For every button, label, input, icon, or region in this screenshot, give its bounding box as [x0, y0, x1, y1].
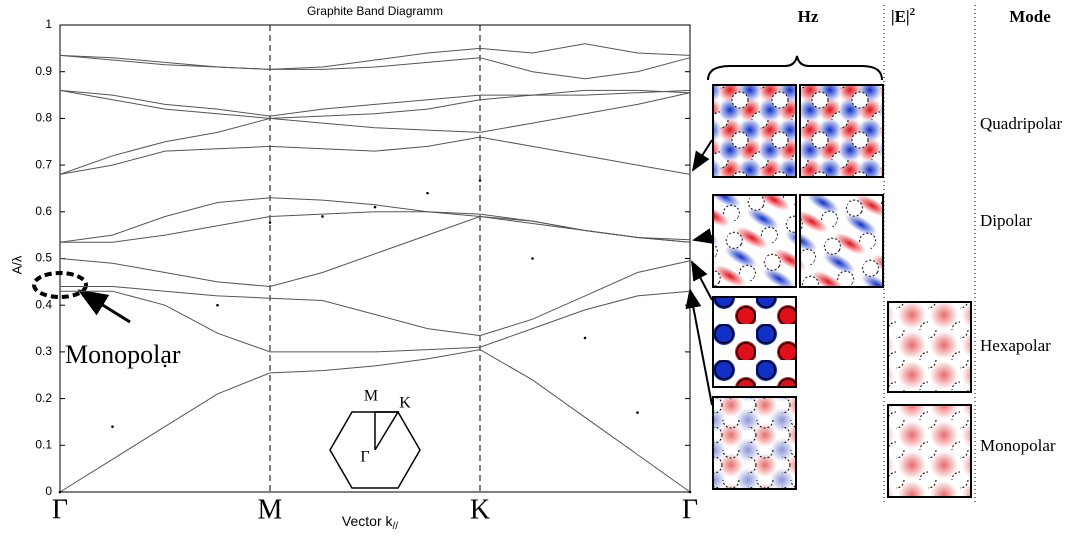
- highlight-ellipse: [32, 271, 88, 299]
- field-image: [712, 84, 797, 178]
- y-tick-label: 0.5: [35, 251, 52, 265]
- x-axis-label: Vector k//: [342, 513, 398, 532]
- field-image: [712, 296, 797, 388]
- inset-label: K: [399, 395, 411, 412]
- x-axis-label-sub: //: [393, 521, 399, 532]
- column-header: Hz: [798, 7, 819, 26]
- light-line-dot: [216, 303, 219, 307]
- light-line-dot: [583, 336, 587, 340]
- band-line: [59, 136, 691, 175]
- light-line-dot: [58, 490, 62, 494]
- band-line: [59, 89, 691, 119]
- y-tick-label: 0.2: [35, 391, 52, 405]
- y-tick-label: 0: [45, 484, 52, 498]
- band-line: [59, 92, 691, 175]
- x-tick-label: Γ: [52, 494, 68, 525]
- mode-label: Monopolar: [980, 436, 1056, 455]
- column-header-base: |E|: [891, 7, 910, 26]
- light-line-dot: [426, 191, 429, 195]
- mode-arrow: [692, 228, 714, 244]
- chart-title: Graphite Band Diagramm: [307, 4, 443, 18]
- mode-arrow: [685, 288, 713, 406]
- annotation-arrow: [77, 289, 131, 324]
- y-tick-label: 0.4: [35, 297, 52, 311]
- band-line: [59, 54, 691, 80]
- band-line: [59, 215, 691, 288]
- column-header-sup: 2: [910, 6, 916, 18]
- band-line: [60, 211, 691, 243]
- column-header: |E|2: [891, 6, 916, 26]
- y-tick-label: 0.1: [35, 437, 52, 451]
- brillouin-zone: [329, 411, 421, 489]
- x-tick-label: Γ: [682, 494, 698, 525]
- light-line-dot: [688, 490, 692, 494]
- field-image: [799, 84, 884, 178]
- band-line: [59, 197, 691, 243]
- band-line: [60, 290, 691, 353]
- light-line-dot: [321, 215, 324, 218]
- mode-label: Dipolar: [980, 211, 1032, 230]
- irreducible-path: [374, 411, 400, 451]
- field-image: [712, 396, 797, 490]
- inset-label: Γ: [360, 449, 369, 466]
- brace: [707, 55, 883, 81]
- y-tick-label: 0.3: [35, 344, 52, 358]
- y-axis-label: A/λ: [9, 255, 24, 274]
- light-line-dot: [268, 221, 272, 224]
- mode-arrow: [691, 139, 713, 172]
- y-tick-label: 0.6: [35, 204, 52, 218]
- y-tick-label: 0.7: [35, 157, 52, 171]
- y-tick-label: 0.8: [35, 111, 52, 125]
- inset-label: M: [364, 388, 378, 405]
- field-image: [712, 194, 797, 288]
- y-tick-label: 1: [45, 17, 52, 31]
- light-line-dot: [478, 179, 482, 182]
- mode-label: Quadripolar: [980, 114, 1062, 133]
- band-line: [59, 349, 691, 493]
- annotation: Monopolar: [65, 340, 181, 369]
- light-line-dot: [111, 425, 114, 428]
- band-line: [59, 43, 691, 70]
- light-line-dot: [163, 364, 167, 368]
- band-line: [59, 89, 691, 117]
- field-image: [887, 404, 972, 498]
- x-axis-label-main: Vector k: [342, 513, 394, 529]
- light-line-dot: [636, 411, 639, 414]
- field-image: [887, 301, 972, 393]
- mode-label: Hexapolar: [980, 336, 1051, 355]
- field-image: [799, 194, 884, 288]
- column-header: Mode: [1009, 7, 1051, 26]
- y-tick-label: 0.9: [35, 64, 52, 78]
- band-line: [60, 260, 691, 337]
- mode-arrow: [691, 260, 713, 301]
- x-tick-label: M: [258, 494, 283, 525]
- light-line-dot: [373, 205, 377, 209]
- light-line-dot: [531, 257, 534, 260]
- x-tick-label: K: [470, 494, 490, 525]
